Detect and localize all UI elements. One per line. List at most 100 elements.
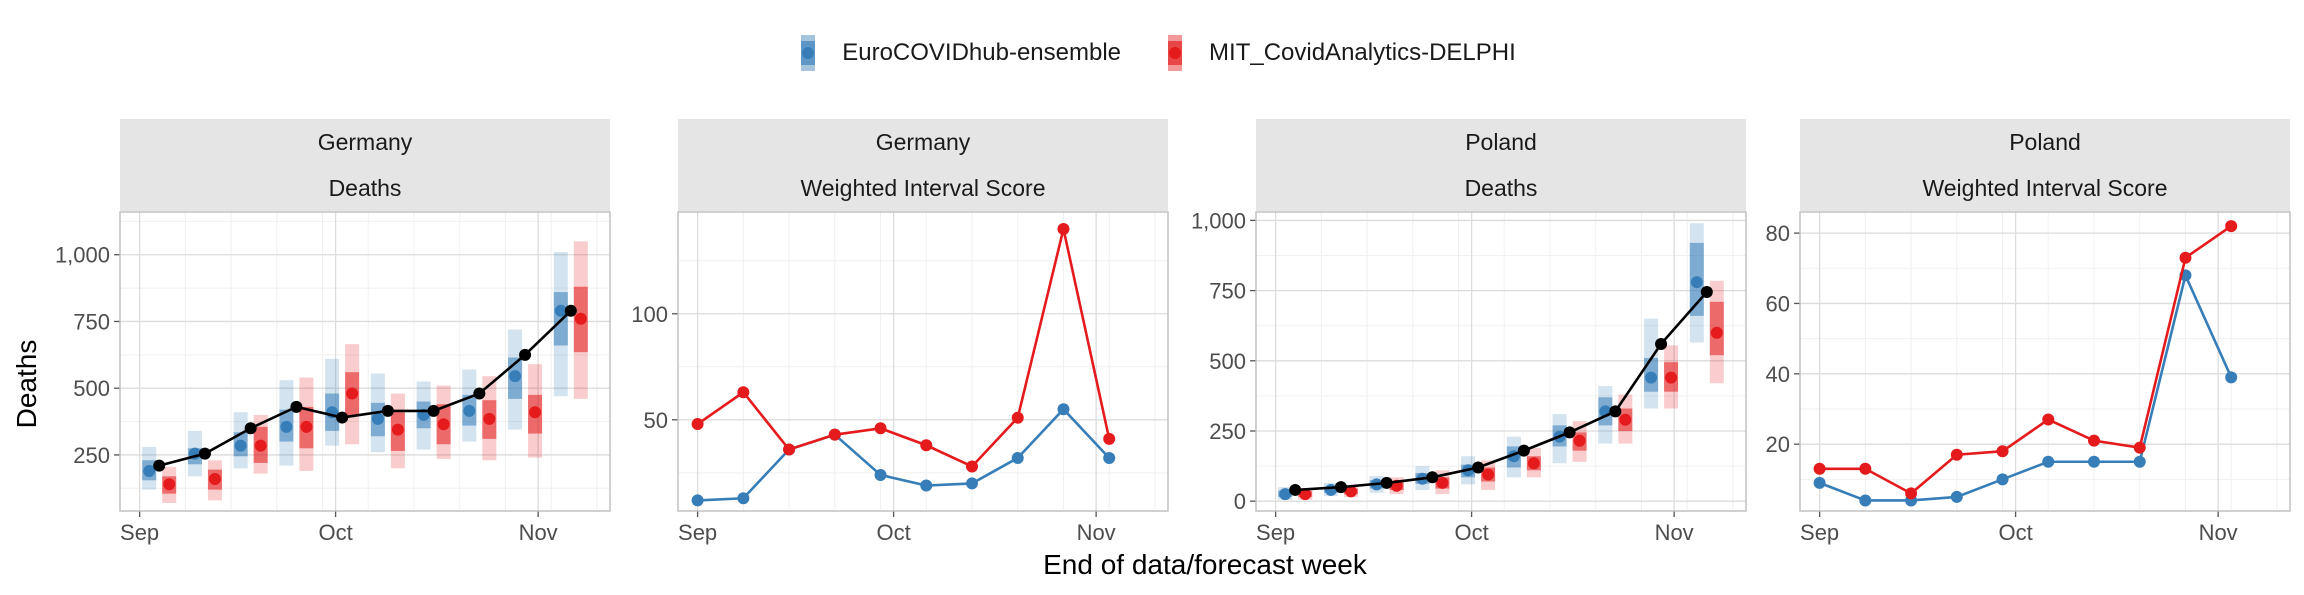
observed-point	[427, 404, 440, 417]
series-point	[920, 479, 933, 492]
strip-bottom-bg	[678, 165, 1168, 211]
series-line-ensemble	[697, 407, 1111, 502]
observed-point	[290, 400, 303, 413]
legend: EuroCOVIDhub-ensemble MIT_CovidAnalytics…	[0, 28, 2304, 78]
series-point	[1996, 473, 2009, 486]
median-point	[143, 464, 156, 477]
series-point	[1057, 222, 1070, 235]
median-point	[163, 478, 176, 491]
series-point	[1813, 462, 1826, 475]
plot-area	[678, 212, 1168, 511]
panel-1: Germany Deaths 250 500 750 1,000 Sep Oct Nov	[55, 119, 611, 545]
series-point	[2225, 220, 2238, 233]
median-point	[280, 420, 293, 433]
legend-key-red	[1168, 35, 1183, 71]
series-point	[1813, 476, 1826, 489]
panel-2: Germany Weighted Interval Score 50 100 Sep Oc…	[631, 119, 1169, 545]
median-point	[509, 370, 522, 383]
tick-label-x: Sep	[678, 520, 717, 545]
strip-bottom-label: Deaths	[329, 175, 402, 201]
series-line-delphi	[696, 228, 1111, 469]
series-point	[1011, 451, 1024, 464]
strip-top-label: Germany	[876, 129, 971, 155]
strip-top-label: Germany	[318, 129, 413, 155]
median-point	[391, 423, 404, 436]
tick-label-y: 100	[631, 302, 668, 327]
panel-border	[677, 211, 1169, 512]
tick-label-y: 750	[73, 309, 110, 334]
panel-border	[1799, 211, 2291, 512]
panel-4: Poland Weighted Interval Score 20 40 60 80 Sep…	[1766, 119, 2291, 545]
tick-label-x: Sep	[120, 520, 159, 545]
tick-label-y: 750	[1209, 279, 1246, 304]
observed-point	[1334, 481, 1347, 494]
legend-item-delphi: MIT_CovidAnalytics-DELPHI	[1155, 33, 1516, 73]
series-point	[691, 494, 704, 507]
median-point	[1690, 276, 1703, 289]
tick-label-x: Oct	[1998, 520, 2032, 545]
median-point	[254, 439, 267, 452]
tick-label-y: 60	[1766, 291, 1790, 316]
strip-top-label: Poland	[1465, 129, 1537, 155]
series-point	[1859, 462, 1872, 475]
series-point	[2088, 434, 2100, 447]
panel-border	[1255, 211, 1747, 512]
tick-label-x: Oct	[876, 520, 910, 545]
legend-key-blue	[801, 35, 816, 71]
tick-label-x: Nov	[2199, 520, 2238, 545]
tick-label-x: Nov	[1655, 520, 1694, 545]
panel-3: Poland Deaths 0 250 500 750 1,000 Sep Oct Nov	[1191, 119, 1747, 545]
observed-point	[1517, 444, 1530, 457]
strip-top-label: Poland	[2009, 129, 2081, 155]
tick-label-y: 250	[73, 443, 110, 468]
median-point	[300, 420, 313, 433]
median-point	[346, 387, 359, 400]
panel-border	[119, 211, 611, 512]
tick-label-y: 20	[1766, 432, 1790, 457]
series-point	[1905, 487, 1918, 500]
observed-point	[244, 422, 257, 435]
series-point	[691, 418, 704, 431]
series-line-delphi	[1819, 225, 2232, 495]
tick-label-y: 250	[1209, 419, 1246, 444]
legend-item-ensemble: EuroCOVIDhub-ensemble	[788, 33, 1121, 73]
median-point	[1436, 476, 1449, 489]
strip-top-bg	[1256, 119, 1746, 165]
series-point	[2133, 455, 2146, 468]
legend-label-ensemble: EuroCOVIDhub-ensemble	[842, 39, 1122, 66]
median-point	[1299, 488, 1312, 501]
strip-bottom-label: Weighted Interval Score	[800, 175, 1045, 201]
series-point	[828, 428, 841, 441]
series-point	[1996, 445, 2009, 458]
series-point	[2179, 251, 2192, 264]
series-point	[1103, 451, 1116, 464]
observed-point	[1655, 337, 1668, 350]
strip-bottom-bg	[1800, 165, 2290, 211]
observed-point	[198, 447, 211, 460]
observed-point	[153, 459, 166, 472]
median-point	[574, 312, 587, 325]
observed-point	[473, 387, 486, 400]
series-point	[1859, 494, 1872, 507]
observed-point	[1700, 286, 1713, 299]
tick-label-x: Nov	[1077, 520, 1116, 545]
observed-point	[1609, 405, 1622, 418]
x-axis-title: End of data/forecast week	[1043, 549, 1368, 580]
tick-label-x: Sep	[1800, 520, 1839, 545]
tick-label-x: Sep	[1256, 520, 1295, 545]
median-point	[463, 404, 476, 417]
tick-label-x: Oct	[1454, 520, 1488, 545]
observed-point	[1380, 476, 1393, 489]
tick-label-y: 0	[1234, 489, 1246, 514]
strip-bottom-label: Deaths	[1465, 175, 1538, 201]
median-point	[529, 406, 542, 419]
tick-label-y: 80	[1766, 221, 1790, 246]
median-point	[371, 412, 384, 425]
series-point	[1103, 432, 1116, 445]
median-point	[1527, 457, 1540, 470]
observed-point	[336, 411, 349, 424]
tick-label-y: 500	[73, 376, 110, 401]
median-point	[1482, 468, 1495, 481]
series-point	[874, 422, 887, 435]
